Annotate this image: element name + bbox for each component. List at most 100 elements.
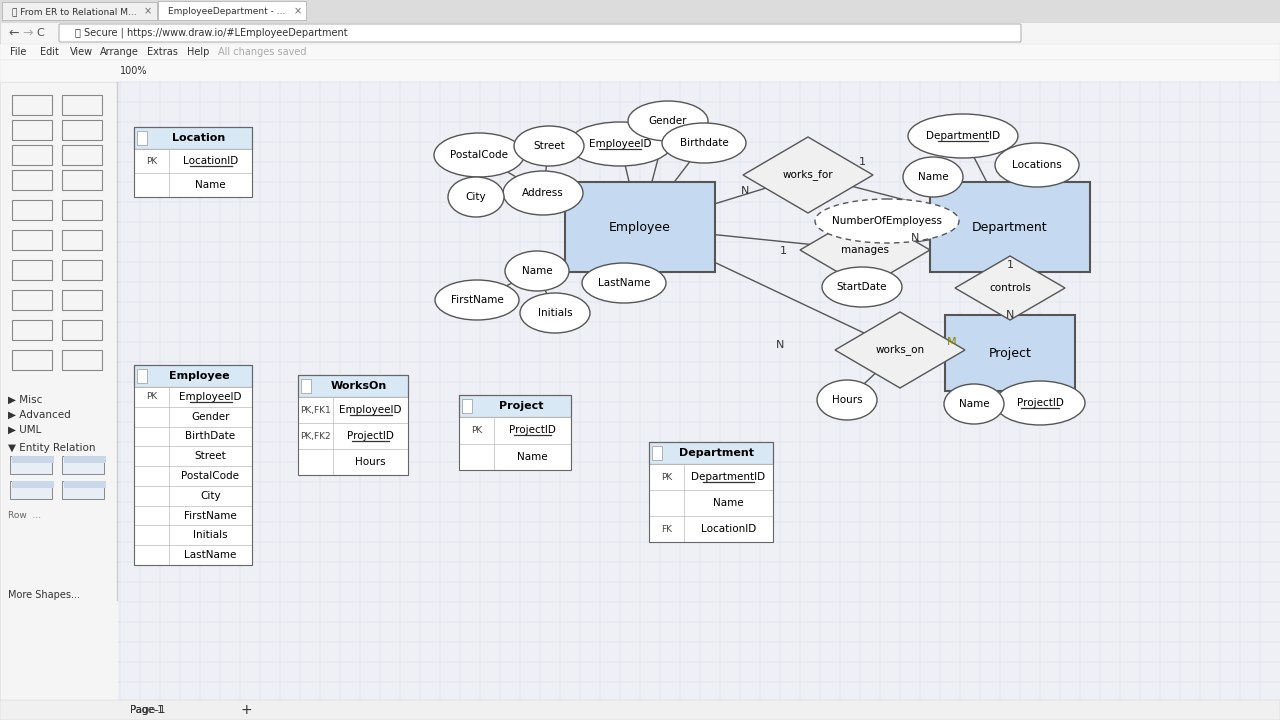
Text: More Shapes...: More Shapes... [8, 590, 79, 600]
Text: Page-1: Page-1 [131, 705, 164, 715]
Text: LocationID: LocationID [183, 156, 238, 166]
Text: PK: PK [471, 426, 483, 435]
Text: works_on: works_on [876, 345, 924, 356]
Text: EmployeeID: EmployeeID [589, 139, 652, 149]
FancyBboxPatch shape [301, 379, 311, 393]
Text: Initials: Initials [193, 531, 228, 540]
FancyBboxPatch shape [0, 82, 118, 720]
FancyBboxPatch shape [64, 481, 106, 488]
Text: C: C [36, 28, 44, 38]
Text: City: City [200, 491, 221, 501]
Text: PK,FK2: PK,FK2 [301, 431, 330, 441]
Text: N: N [911, 233, 919, 243]
Ellipse shape [908, 114, 1018, 158]
Text: Name: Name [713, 498, 744, 508]
Text: manages: manages [841, 245, 890, 255]
Text: Edit: Edit [40, 47, 59, 57]
Text: Extras: Extras [146, 47, 178, 57]
FancyBboxPatch shape [649, 490, 773, 516]
Text: WorksOn: WorksOn [330, 381, 387, 391]
Text: Name: Name [522, 266, 552, 276]
Text: PK: PK [146, 392, 157, 401]
Ellipse shape [582, 263, 666, 303]
FancyBboxPatch shape [0, 700, 1280, 720]
FancyBboxPatch shape [134, 545, 252, 565]
Text: 1: 1 [1006, 260, 1014, 270]
Text: Employee: Employee [609, 220, 671, 233]
Ellipse shape [815, 199, 959, 243]
Text: Birthdate: Birthdate [680, 138, 728, 148]
Text: ▼ Entity Relation: ▼ Entity Relation [8, 443, 96, 453]
FancyBboxPatch shape [931, 182, 1091, 272]
Text: Name: Name [959, 399, 989, 409]
Text: +: + [241, 703, 252, 717]
Text: →: → [22, 27, 32, 40]
Text: LastName: LastName [598, 278, 650, 288]
FancyBboxPatch shape [298, 423, 408, 449]
Text: Locations: Locations [1012, 160, 1062, 170]
Text: ←: ← [8, 27, 18, 40]
Text: 100%: 100% [120, 66, 147, 76]
FancyBboxPatch shape [157, 1, 306, 20]
Text: Department: Department [680, 448, 754, 458]
Text: NumberOfEmployess: NumberOfEmployess [832, 216, 942, 226]
Text: FirstName: FirstName [184, 510, 237, 521]
Ellipse shape [995, 143, 1079, 187]
Text: works_for: works_for [782, 169, 833, 181]
Text: Location: Location [173, 133, 225, 143]
Ellipse shape [662, 123, 746, 163]
FancyBboxPatch shape [134, 446, 252, 466]
Text: LastName: LastName [184, 550, 237, 560]
FancyBboxPatch shape [462, 399, 472, 413]
Text: Employee: Employee [169, 371, 229, 381]
Text: ▶ Advanced: ▶ Advanced [8, 410, 70, 420]
FancyBboxPatch shape [10, 456, 52, 474]
Text: PK,FK1: PK,FK1 [300, 405, 330, 415]
Text: DepartmentID: DepartmentID [925, 131, 1000, 141]
Text: Row  ...: Row ... [8, 510, 41, 520]
Text: Name: Name [517, 451, 548, 462]
Text: N: N [1006, 310, 1014, 320]
Text: StartDate: StartDate [837, 282, 887, 292]
Polygon shape [955, 256, 1065, 320]
Ellipse shape [995, 381, 1085, 425]
Text: View: View [70, 47, 93, 57]
FancyBboxPatch shape [298, 397, 408, 423]
Text: All changes saved: All changes saved [218, 47, 306, 57]
FancyBboxPatch shape [134, 173, 252, 197]
Text: PostalCode: PostalCode [182, 471, 239, 481]
Text: ×: × [294, 6, 302, 16]
Ellipse shape [520, 293, 590, 333]
FancyBboxPatch shape [134, 466, 252, 486]
Text: Name: Name [195, 180, 225, 190]
Text: Gender: Gender [191, 412, 229, 422]
Text: PK: PK [660, 472, 672, 482]
Ellipse shape [515, 126, 584, 166]
FancyBboxPatch shape [134, 387, 252, 407]
Text: EmployeeDepartment - ...: EmployeeDepartment - ... [168, 6, 285, 16]
Text: Name: Name [918, 172, 948, 182]
Ellipse shape [568, 122, 672, 166]
Text: Address: Address [522, 188, 564, 198]
Polygon shape [742, 137, 873, 213]
FancyBboxPatch shape [0, 0, 1280, 22]
Text: Hours: Hours [832, 395, 863, 405]
FancyBboxPatch shape [134, 127, 252, 149]
FancyBboxPatch shape [12, 481, 54, 488]
FancyBboxPatch shape [649, 516, 773, 542]
Ellipse shape [902, 157, 963, 197]
Text: 📄 From ER to Relational M...: 📄 From ER to Relational M... [12, 7, 137, 17]
FancyBboxPatch shape [134, 505, 252, 526]
Text: FirstName: FirstName [451, 295, 503, 305]
Ellipse shape [434, 133, 524, 177]
FancyBboxPatch shape [134, 149, 252, 173]
FancyBboxPatch shape [118, 82, 1280, 702]
Ellipse shape [945, 384, 1004, 424]
Text: City: City [466, 192, 486, 202]
FancyBboxPatch shape [10, 481, 52, 499]
Text: Hours: Hours [355, 457, 385, 467]
FancyBboxPatch shape [945, 315, 1075, 391]
Text: Project: Project [499, 401, 543, 411]
Text: ×: × [143, 6, 152, 16]
FancyBboxPatch shape [652, 446, 662, 460]
